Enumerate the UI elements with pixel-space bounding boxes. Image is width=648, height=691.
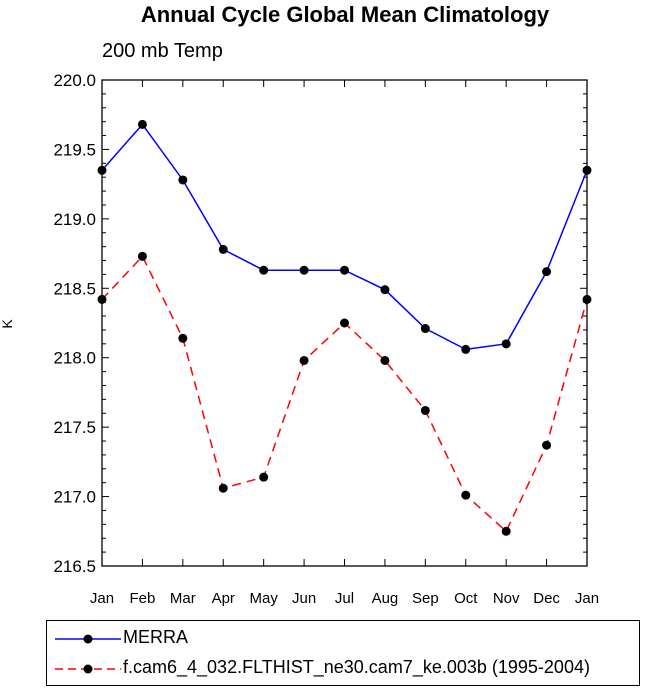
series-1-point — [420, 405, 430, 415]
x-tick-label: Apr — [212, 590, 235, 607]
legend-marker-cam6 — [55, 664, 121, 674]
series-1-point — [461, 490, 471, 500]
x-tick-label: Dec — [533, 590, 560, 607]
x-tick-label: Sep — [412, 590, 439, 607]
series-0-point — [259, 265, 269, 275]
legend-marker-merra — [55, 634, 121, 644]
x-tick-label: Mar — [170, 590, 196, 607]
series-0-point — [340, 265, 349, 275]
series-1-point — [97, 294, 107, 304]
x-tick-label: Feb — [129, 590, 155, 607]
series-0-point — [97, 165, 107, 175]
y-tick-label: 218.0 — [53, 349, 96, 368]
x-tick-label: May — [249, 590, 278, 607]
y-tick-label: 217.5 — [53, 418, 96, 437]
y-tick-label: 220.0 — [53, 71, 96, 90]
line-chart: 216.5 217.0 217.5 218.0 218.5 219.0 219.5 220.0… — [0, 71, 599, 607]
series-0-point — [380, 285, 390, 295]
series-1-point — [501, 526, 511, 536]
series-0-point — [218, 244, 228, 254]
y-axis-label: K — [0, 319, 15, 329]
legend-item-merra: MERRA — [47, 623, 639, 653]
series-line-1 — [101, 255, 588, 533]
x-tick-label: Aug — [372, 590, 399, 607]
series-0-point — [299, 265, 309, 275]
series-0-point — [137, 119, 147, 129]
series-1-point — [582, 294, 592, 304]
legend-label-cam6: f.cam6_4_032.FLTHIST_ne30.cam7_ke.003b (… — [123, 657, 590, 677]
series-line-0 — [101, 123, 588, 351]
series-0-point — [461, 344, 471, 354]
series-0-point — [582, 165, 592, 175]
series-0-point — [501, 339, 511, 349]
x-tick-label: Nov — [493, 590, 520, 607]
series-1-point — [340, 318, 349, 328]
y-tick-label: 219.0 — [53, 210, 96, 229]
series-0-point — [178, 175, 188, 185]
series-0-point — [542, 267, 552, 277]
series-0-point — [420, 324, 430, 334]
y-tick-label: 218.5 — [53, 279, 96, 298]
x-tick-label: Jan — [575, 590, 599, 607]
series-1-point — [178, 333, 188, 343]
legend: MERRA f.cam6_4_032.FLTHIST_ne30.cam7_ke.… — [46, 620, 640, 686]
series-1-point — [259, 472, 269, 482]
x-tick-label: Jan — [90, 590, 114, 607]
series-1-point — [218, 483, 228, 493]
x-tick-label: Jul — [335, 590, 354, 607]
legend-item-cam6: f.cam6_4_032.FLTHIST_ne30.cam7_ke.003b (… — [47, 653, 639, 683]
y-tick-label: 216.5 — [53, 557, 96, 576]
series-1-point — [380, 355, 390, 365]
legend-label-merra: MERRA — [123, 627, 189, 647]
series-1-point — [299, 355, 309, 365]
chart-title: Annual Cycle Global Mean Climatology — [140, 2, 550, 27]
x-tick-label: Oct — [454, 590, 478, 607]
y-tick-label: 217.0 — [53, 488, 96, 507]
chart-subtitle: 200 mb Temp — [102, 40, 223, 62]
series-1-point — [542, 440, 552, 450]
series-1-point — [137, 251, 147, 261]
y-tick-label: 219.5 — [53, 140, 96, 159]
x-tick-label: Jun — [292, 590, 316, 607]
